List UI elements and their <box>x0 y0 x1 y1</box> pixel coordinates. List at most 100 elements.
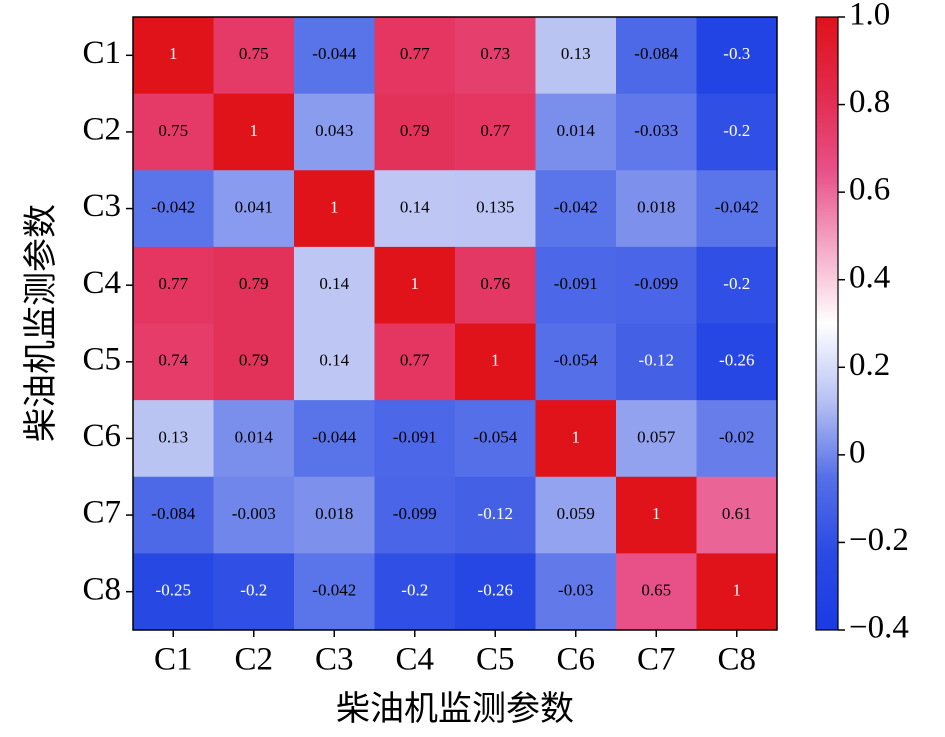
cell <box>455 476 536 554</box>
cell <box>374 17 456 95</box>
cell-label: 0.75 <box>239 44 269 63</box>
cell-label: -0.099 <box>634 274 678 293</box>
x-tick-label: C1 <box>154 642 193 678</box>
cell <box>294 323 375 401</box>
cell-label: 1 <box>169 44 178 63</box>
cell-label: -0.091 <box>554 274 598 293</box>
cell-label: 1 <box>491 351 500 370</box>
cell <box>133 170 214 248</box>
cell-label: 0.61 <box>722 504 752 523</box>
colorbar <box>815 16 839 631</box>
cell <box>535 246 617 324</box>
cell <box>294 93 375 171</box>
cell-label: -0.12 <box>639 351 674 370</box>
cell <box>455 170 536 248</box>
cell-label: 0.018 <box>637 197 675 216</box>
cell-label: -0.25 <box>156 581 191 600</box>
cell-label: 0.13 <box>561 44 591 63</box>
cell-label: -0.033 <box>634 121 678 140</box>
cell-label: 0.041 <box>235 197 273 216</box>
cell <box>535 476 617 554</box>
cell-label: -0.2 <box>723 121 750 140</box>
cell-label: -0.03 <box>558 581 593 600</box>
y-tick-label: C2 <box>82 112 121 148</box>
cell <box>455 400 536 478</box>
x-tick-label: C8 <box>717 642 756 678</box>
cell-label: -0.099 <box>393 504 437 523</box>
cell-label: -0.02 <box>719 427 754 446</box>
cell-label: 0.79 <box>239 351 269 370</box>
cell <box>213 323 295 401</box>
cell <box>535 17 617 95</box>
cell <box>294 170 375 248</box>
cell <box>696 170 778 248</box>
cell-label: -0.26 <box>478 581 513 600</box>
cell <box>294 400 375 478</box>
cell <box>616 246 697 324</box>
colorbar-tick-label: 0.2 <box>849 347 890 383</box>
cell-label: 0.79 <box>239 274 269 293</box>
cell <box>696 476 778 554</box>
cell <box>535 323 617 401</box>
colorbar-tick-label: 0.8 <box>849 84 890 120</box>
cell <box>133 323 214 401</box>
cell <box>133 17 214 95</box>
cell-label: -0.042 <box>554 197 598 216</box>
cell-label: 0.014 <box>235 427 274 446</box>
cell <box>213 476 295 554</box>
cell-label: -0.054 <box>554 351 598 370</box>
colorbar-tick-label: −0.4 <box>849 610 909 646</box>
cell <box>133 400 214 478</box>
cell <box>616 323 697 401</box>
y-tick-label: C5 <box>82 341 121 377</box>
cell-label: -0.084 <box>634 44 678 63</box>
cell-label: 0.043 <box>315 121 353 140</box>
cell <box>455 93 536 171</box>
cell-label: 0.018 <box>315 504 353 523</box>
cell <box>696 17 778 95</box>
cell-label: -0.042 <box>151 197 195 216</box>
cell-label: -0.2 <box>240 581 267 600</box>
cell-label: -0.2 <box>401 581 428 600</box>
colorbar-tick-label: 0.4 <box>849 259 890 295</box>
cell-label: 0.77 <box>400 44 430 63</box>
cell-label: 0.014 <box>557 121 596 140</box>
cell <box>455 553 536 631</box>
cell <box>213 17 295 95</box>
cell <box>616 400 697 478</box>
cell <box>213 170 295 248</box>
cell-label: 0.059 <box>557 504 595 523</box>
cell <box>616 170 697 248</box>
cell-label: -0.26 <box>719 351 754 370</box>
cell-label: 1 <box>572 427 581 446</box>
cell-label: 0.057 <box>637 427 676 446</box>
cell <box>616 93 697 171</box>
cell-label: -0.054 <box>473 427 517 446</box>
cell-label: 0.74 <box>158 351 188 370</box>
cell <box>374 170 456 248</box>
cell-label: 1 <box>652 504 661 523</box>
cell-label: -0.3 <box>723 44 750 63</box>
cell <box>616 553 697 631</box>
cell <box>294 476 375 554</box>
cell <box>213 553 295 631</box>
cell <box>213 400 295 478</box>
cell-label: 0.75 <box>158 121 188 140</box>
cell-label: 0.13 <box>158 427 188 446</box>
cell <box>374 323 456 401</box>
cell-label: 0.14 <box>319 274 349 293</box>
x-axis-label: 柴油机监测参数 <box>336 690 574 728</box>
x-tick-label: C6 <box>556 642 595 678</box>
cell <box>133 553 214 631</box>
cell-label: 1 <box>733 581 742 600</box>
x-tick-label: C5 <box>476 642 515 678</box>
cell <box>696 400 778 478</box>
cell <box>374 553 456 631</box>
cell <box>455 17 536 95</box>
cell-label: -0.084 <box>151 504 195 523</box>
plot-frame <box>132 16 778 631</box>
y-tick-label: C7 <box>82 495 121 531</box>
cell <box>455 323 536 401</box>
cell-label: -0.042 <box>312 581 356 600</box>
